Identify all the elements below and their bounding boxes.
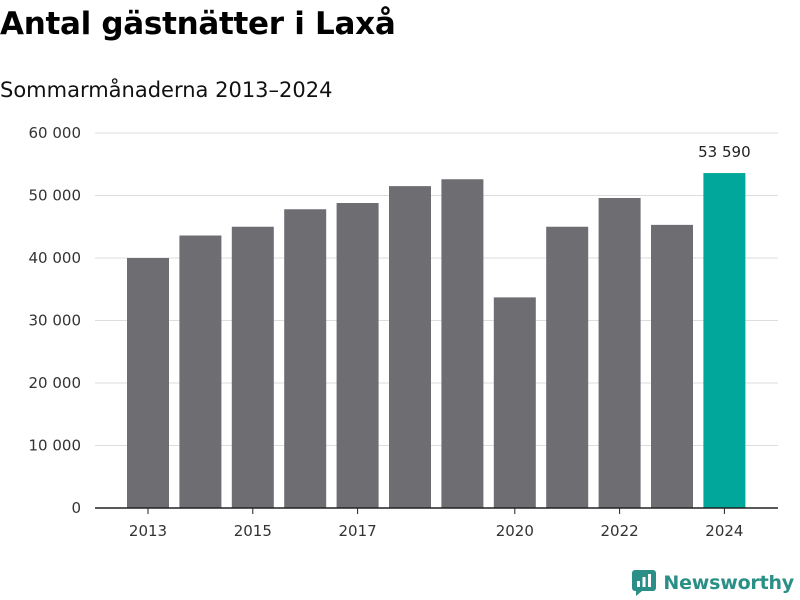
y-tick-label: 30 000	[29, 312, 82, 330]
y-tick-label: 20 000	[29, 374, 82, 392]
bar-2018	[389, 186, 431, 508]
x-axis-ticks: 2013 2015 2017 2020 2022 2024	[95, 507, 778, 540]
chart-subtitle: Sommarmånaderna 2013–2024	[0, 78, 333, 102]
data-label: 53 590	[698, 143, 751, 161]
bar-2021	[546, 226, 589, 508]
x-tick-label: 2017	[339, 522, 377, 540]
x-tick-label: 2013	[129, 522, 167, 540]
bar-2024	[703, 173, 746, 508]
bar-2020	[493, 297, 536, 508]
bar-2022	[598, 198, 641, 508]
newsworthy-brand: Newsworthy	[632, 570, 794, 596]
y-tick-label: 60 000	[29, 124, 82, 142]
x-tick-label: 2020	[496, 522, 534, 540]
x-tick-label: 2022	[601, 522, 639, 540]
bar-2017	[336, 203, 379, 508]
newsworthy-logo-icon	[632, 570, 657, 596]
y-tick-label: 40 000	[29, 249, 82, 267]
bar-2015	[231, 226, 274, 508]
bar-2013	[127, 258, 169, 508]
y-tick-label: 0	[71, 499, 81, 517]
x-tick-label: 2024	[705, 522, 743, 540]
x-tick-label: 2015	[234, 522, 272, 540]
bar-2023	[651, 224, 693, 508]
data-labels: 53 590	[698, 143, 751, 161]
y-tick-label: 50 000	[29, 187, 82, 205]
y-axis-ticks: 0 10 000 20 000 30 000 40 000 50 000 60 000	[29, 124, 82, 517]
chart-title: Antal gästnätter i Laxå	[0, 6, 396, 42]
bar-2014	[179, 235, 222, 508]
bar-2016	[284, 209, 327, 508]
bar-2019	[441, 179, 484, 508]
brand-name: Newsworthy	[663, 572, 794, 594]
y-tick-label: 10 000	[29, 437, 82, 455]
bars	[127, 173, 746, 508]
